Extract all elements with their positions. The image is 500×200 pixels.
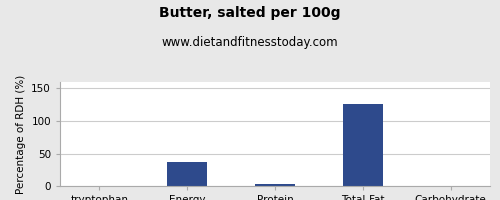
Bar [343, 104, 382, 186]
Bar [168, 162, 207, 186]
Text: Butter, salted per 100g: Butter, salted per 100g [159, 6, 341, 20]
Y-axis label: Percentage of RDH (%): Percentage of RDH (%) [16, 74, 26, 194]
Text: www.dietandfitnesstoday.com: www.dietandfitnesstoday.com [162, 36, 338, 49]
Bar [255, 184, 295, 186]
